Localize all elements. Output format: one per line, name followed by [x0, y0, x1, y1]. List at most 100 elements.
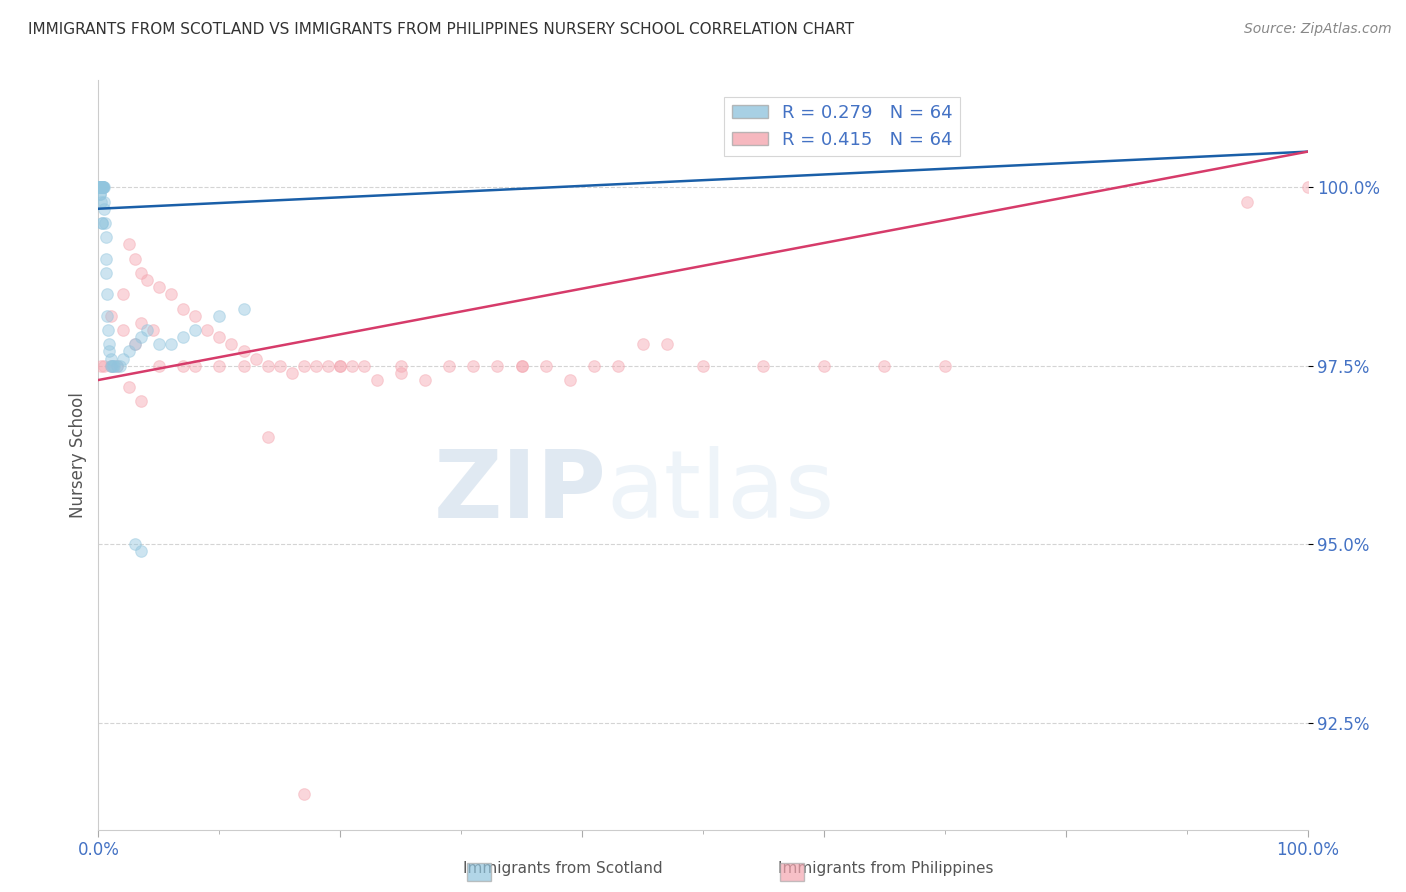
Text: Source: ZipAtlas.com: Source: ZipAtlas.com	[1244, 22, 1392, 37]
Point	[94, 252, 117, 266]
Point	[692, 359, 714, 373]
Point	[90, 180, 112, 194]
Point	[184, 309, 207, 323]
Point	[90, 180, 112, 194]
Point	[96, 266, 118, 280]
Point	[90, 359, 112, 373]
Point	[93, 194, 115, 209]
Point	[91, 180, 114, 194]
Point	[129, 544, 152, 558]
Point	[105, 359, 128, 373]
Point	[90, 180, 112, 194]
Point	[342, 359, 364, 373]
Point	[463, 359, 485, 373]
Point	[124, 252, 146, 266]
Point	[101, 359, 124, 373]
Point	[90, 180, 112, 194]
Point	[329, 359, 352, 373]
Point	[160, 287, 183, 301]
Point	[752, 359, 775, 373]
Point	[103, 359, 125, 373]
Point	[100, 309, 122, 323]
Point	[98, 344, 121, 359]
Point	[89, 180, 111, 194]
Text: Immigrants from Philippines: Immigrants from Philippines	[778, 861, 994, 876]
Point	[184, 359, 207, 373]
Point	[208, 359, 231, 373]
Point	[353, 359, 375, 373]
Point	[91, 216, 114, 230]
Point	[389, 359, 412, 373]
Point	[124, 537, 146, 551]
Point	[90, 180, 112, 194]
Point	[91, 180, 114, 194]
Point	[124, 337, 146, 351]
Point	[148, 337, 170, 351]
Point	[91, 180, 114, 194]
Point	[108, 359, 131, 373]
Point	[124, 337, 146, 351]
Point	[111, 351, 134, 366]
Point	[118, 237, 141, 252]
Point	[486, 359, 509, 373]
Point	[87, 180, 110, 194]
Point	[172, 359, 194, 373]
Point	[534, 359, 557, 373]
Point	[87, 180, 110, 194]
Point	[135, 323, 157, 337]
Point	[655, 337, 678, 351]
Point	[172, 330, 194, 344]
Point	[129, 316, 152, 330]
Point	[607, 359, 630, 373]
Point	[89, 180, 111, 194]
Point	[87, 180, 110, 194]
Point	[93, 180, 115, 194]
Point	[89, 187, 111, 202]
Point	[160, 337, 183, 351]
Point	[89, 180, 111, 194]
Point	[292, 787, 315, 801]
Point	[873, 359, 896, 373]
Point	[90, 180, 112, 194]
Point	[89, 180, 111, 194]
Point	[510, 359, 533, 373]
Point	[100, 359, 122, 373]
Point	[89, 180, 111, 194]
Point	[100, 351, 122, 366]
Point	[245, 351, 267, 366]
Point	[583, 359, 606, 373]
Point	[232, 359, 254, 373]
Point	[100, 359, 122, 373]
Point	[208, 309, 231, 323]
Point	[1236, 194, 1258, 209]
Y-axis label: Nursery School: Nursery School	[69, 392, 87, 518]
Point	[89, 180, 111, 194]
Point	[1296, 180, 1319, 194]
Point	[129, 266, 152, 280]
Point	[195, 323, 218, 337]
Point	[148, 280, 170, 294]
Text: IMMIGRANTS FROM SCOTLAND VS IMMIGRANTS FROM PHILIPPINES NURSERY SCHOOL CORRELATI: IMMIGRANTS FROM SCOTLAND VS IMMIGRANTS F…	[28, 22, 855, 37]
Point	[366, 373, 388, 387]
Point	[256, 359, 278, 373]
Point	[142, 323, 165, 337]
Point	[316, 359, 339, 373]
Legend: R = 0.279   N = 64, R = 0.415   N = 64: R = 0.279 N = 64, R = 0.415 N = 64	[724, 97, 960, 156]
Point	[510, 359, 533, 373]
Point	[97, 323, 120, 337]
Point	[135, 273, 157, 287]
Point	[389, 366, 412, 380]
Text: ZIP: ZIP	[433, 446, 606, 539]
Point	[413, 373, 436, 387]
Point	[100, 359, 122, 373]
Text: Immigrants from Scotland: Immigrants from Scotland	[463, 861, 662, 876]
Point	[184, 323, 207, 337]
Point	[93, 202, 115, 216]
Point	[118, 380, 141, 394]
Point	[90, 194, 112, 209]
Point	[232, 344, 254, 359]
Point	[631, 337, 654, 351]
Point	[91, 180, 114, 194]
Point	[91, 180, 114, 194]
Point	[329, 359, 352, 373]
